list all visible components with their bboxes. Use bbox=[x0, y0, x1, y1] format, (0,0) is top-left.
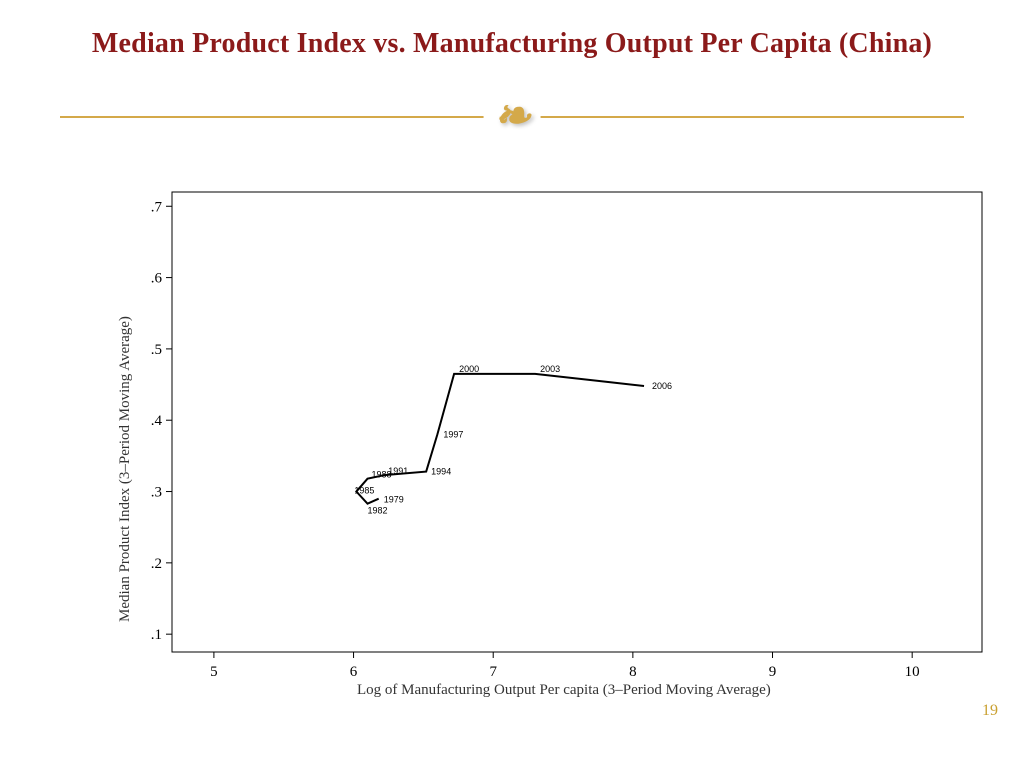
chart-container: .1.2.3.4.5.6.756789101979198219851988199… bbox=[112, 182, 992, 702]
svg-text:1985: 1985 bbox=[354, 486, 374, 496]
svg-text:2000: 2000 bbox=[459, 364, 479, 374]
svg-text:6: 6 bbox=[350, 664, 358, 680]
svg-text:1991: 1991 bbox=[388, 466, 408, 476]
page-number: 19 bbox=[982, 702, 998, 720]
svg-text:9: 9 bbox=[769, 664, 777, 680]
svg-text:7: 7 bbox=[489, 664, 497, 680]
svg-text:.3: .3 bbox=[151, 485, 162, 501]
svg-text:10: 10 bbox=[905, 664, 920, 680]
svg-text:.7: .7 bbox=[151, 199, 163, 215]
svg-text:.5: .5 bbox=[151, 342, 162, 358]
line-chart: .1.2.3.4.5.6.756789101979198219851988199… bbox=[112, 182, 992, 702]
svg-text:.4: .4 bbox=[151, 413, 163, 429]
svg-text:1994: 1994 bbox=[431, 467, 451, 477]
svg-text:2006: 2006 bbox=[652, 381, 672, 391]
svg-text:1979: 1979 bbox=[384, 495, 404, 505]
svg-text:.1: .1 bbox=[151, 627, 162, 643]
svg-text:1982: 1982 bbox=[368, 506, 388, 516]
ornament-icon: ❧ bbox=[484, 91, 541, 142]
svg-text:.2: .2 bbox=[151, 556, 162, 572]
title-divider: ❧ bbox=[0, 96, 1024, 136]
svg-text:5: 5 bbox=[210, 664, 218, 680]
svg-text:1997: 1997 bbox=[443, 429, 463, 439]
y-axis-label: Median Product Index (3–Period Moving Av… bbox=[117, 316, 134, 622]
x-axis-label: Log of Manufacturing Output Per capita (… bbox=[357, 682, 771, 699]
slide-title: Median Product Index vs. Manufacturing O… bbox=[0, 0, 1024, 60]
svg-text:8: 8 bbox=[629, 664, 637, 680]
svg-text:2003: 2003 bbox=[540, 364, 560, 374]
svg-text:.6: .6 bbox=[151, 271, 163, 287]
